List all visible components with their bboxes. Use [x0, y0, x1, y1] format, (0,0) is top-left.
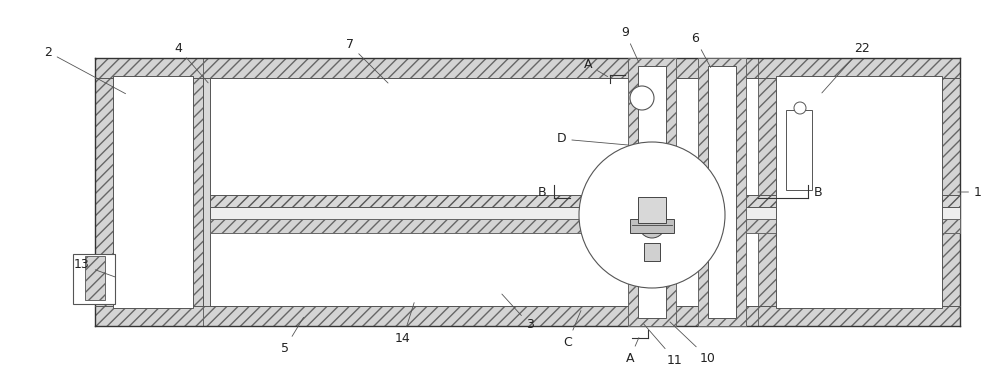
Bar	[203, 78, 210, 306]
Bar	[745, 219, 960, 233]
Circle shape	[794, 102, 806, 114]
Text: 3: 3	[502, 294, 534, 332]
Text: A: A	[584, 58, 608, 77]
Text: 9: 9	[621, 25, 639, 63]
Text: B: B	[814, 186, 822, 199]
Bar	[113, 76, 193, 308]
Bar	[745, 195, 960, 207]
Bar	[644, 243, 660, 261]
Text: 2: 2	[44, 45, 126, 94]
Bar	[708, 66, 736, 318]
Text: 4: 4	[174, 41, 208, 83]
Bar	[73, 254, 115, 304]
Text: 5: 5	[281, 317, 304, 354]
Text: 11: 11	[644, 324, 683, 366]
Circle shape	[579, 142, 725, 288]
Bar	[95, 58, 203, 326]
Bar	[210, 207, 707, 219]
Text: 22: 22	[822, 41, 870, 93]
Text: A: A	[626, 338, 639, 365]
Bar	[638, 66, 666, 318]
Text: 13: 13	[74, 258, 115, 277]
Bar	[786, 110, 812, 190]
Bar	[95, 306, 960, 326]
Bar	[638, 197, 666, 223]
Text: B: B	[538, 186, 546, 199]
Bar	[95, 58, 960, 78]
Bar	[776, 76, 942, 308]
Bar	[85, 256, 105, 300]
Text: D: D	[557, 132, 567, 144]
Circle shape	[639, 212, 665, 238]
Bar	[758, 58, 960, 326]
Circle shape	[630, 86, 654, 110]
Bar	[745, 207, 960, 219]
Text: 1: 1	[958, 185, 982, 199]
Bar	[210, 219, 707, 233]
Bar	[698, 58, 746, 326]
Bar	[628, 58, 676, 326]
Text: C: C	[564, 310, 581, 349]
Text: 7: 7	[346, 39, 388, 83]
Bar	[630, 219, 674, 233]
Bar	[210, 195, 707, 207]
Text: 14: 14	[395, 303, 414, 345]
Text: 10: 10	[670, 322, 716, 365]
Text: 6: 6	[691, 31, 711, 67]
